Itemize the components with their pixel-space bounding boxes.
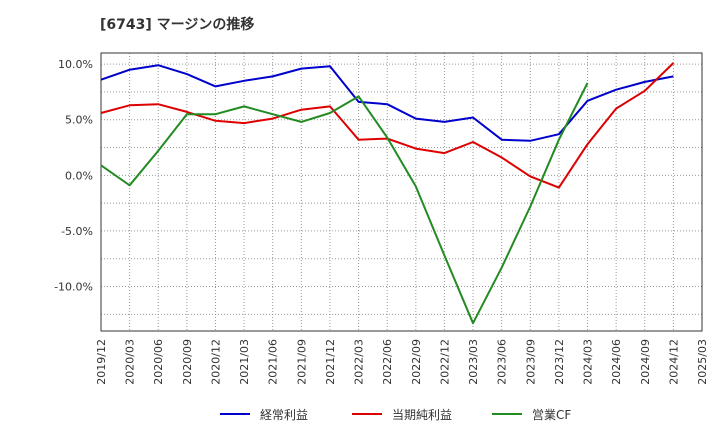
legend: 経常利益 当期純利益 営業CF xyxy=(220,408,571,422)
x-tick-label: 2021/12 xyxy=(324,339,337,385)
x-tick-label: 2022/03 xyxy=(353,339,366,385)
plot-frame xyxy=(100,52,703,332)
x-tick-label: 2023/03 xyxy=(467,339,480,385)
x-tick-label: 2024/12 xyxy=(667,339,680,385)
series-line-営業CF xyxy=(100,82,589,325)
x-tick-label: 2020/12 xyxy=(209,339,222,385)
x-axis: 2019/12 2020/03 2020/06 2020/09 2020/12 2021/… xyxy=(95,339,709,385)
x-tick-label: 2022/06 xyxy=(381,339,394,385)
y-tick-label: 10.0% xyxy=(58,58,93,71)
chart-title: [6743] マージンの推移 xyxy=(100,17,255,33)
x-tick-label: 2021/09 xyxy=(295,339,308,385)
x-tick-label: 2021/03 xyxy=(238,339,251,385)
legend-label: 営業CF xyxy=(532,408,571,422)
x-tick-label: 2023/12 xyxy=(553,339,566,385)
x-tick-label: 2022/09 xyxy=(410,339,423,385)
x-tick-label: 2021/06 xyxy=(267,339,280,385)
y-tick-label: -10.0% xyxy=(54,281,93,294)
x-tick-label: 2022/12 xyxy=(438,339,451,385)
x-tick-label: 2025/03 xyxy=(696,339,709,385)
y-axis: 10.0% 5.0% 0.0% -5.0% -10.0% xyxy=(54,58,93,293)
x-tick-label: 2023/06 xyxy=(496,339,509,385)
series-line-経常利益 xyxy=(100,64,674,142)
series-lines xyxy=(100,62,675,325)
x-tick-label: 2023/09 xyxy=(524,339,537,385)
y-tick-label: 5.0% xyxy=(65,114,93,127)
x-tick-label: 2020/06 xyxy=(152,339,165,385)
x-tick-label: 2024/03 xyxy=(582,339,595,385)
x-tick-label: 2020/09 xyxy=(181,339,194,385)
grid-lines xyxy=(101,53,702,331)
x-tick-label: 2019/12 xyxy=(95,339,108,385)
x-tick-label: 2024/09 xyxy=(639,339,652,385)
x-tick-label: 2024/06 xyxy=(610,339,623,385)
legend-label: 当期純利益 xyxy=(392,408,452,422)
y-tick-label: -5.0% xyxy=(61,225,93,238)
legend-label: 経常利益 xyxy=(260,408,308,422)
y-tick-label: 0.0% xyxy=(65,169,93,182)
x-tick-label: 2020/03 xyxy=(124,339,137,385)
